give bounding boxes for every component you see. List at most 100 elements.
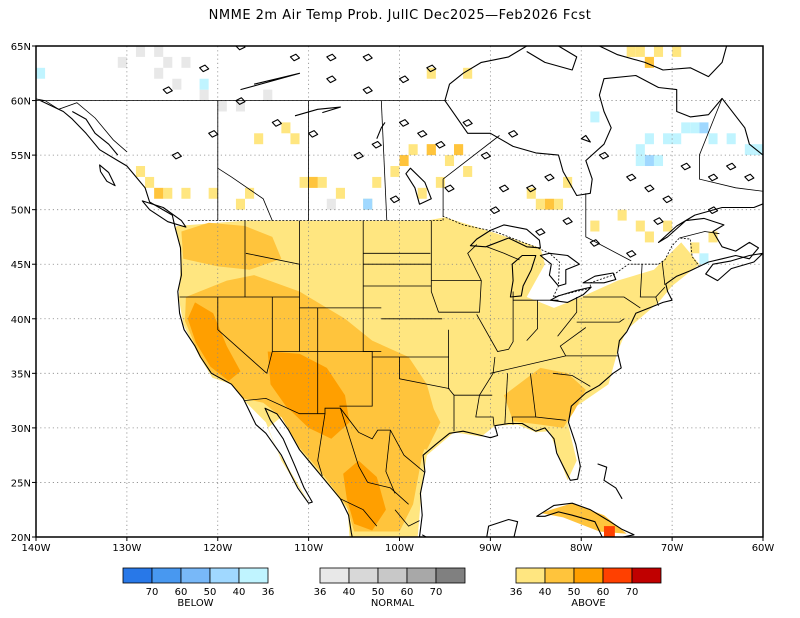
mx-state-2	[340, 408, 369, 483]
above-36-cell-15	[281, 122, 291, 134]
small-lake	[562, 217, 573, 225]
coast-pacific	[40, 100, 353, 537]
state-line-38	[486, 246, 520, 261]
above-36-cell-10	[463, 166, 473, 177]
legend-category-label: ABOVE	[571, 598, 605, 609]
small-lake	[626, 173, 637, 182]
above-36-cell-22	[635, 220, 645, 232]
above-36-cell-36	[426, 67, 436, 79]
above-40-southeast	[504, 367, 586, 428]
state-line-35	[655, 286, 666, 298]
above-36-cell-21	[617, 209, 627, 221]
small-lake	[362, 53, 373, 62]
above-36-cell-38	[563, 176, 573, 188]
normal-36-cell-3	[181, 56, 191, 68]
map-title: NMME 2m Air Temp Prob. JulIC Dec2025—Feb…	[208, 8, 592, 23]
mx-state-6	[394, 509, 420, 527]
small-lake	[644, 184, 655, 193]
border-quebec-labrador	[699, 98, 763, 192]
legend-swatch	[348, 567, 379, 584]
legend-tick-label: 60	[597, 587, 610, 598]
small-lake	[480, 151, 491, 160]
small-lake	[308, 130, 319, 138]
lat-tick-label: 30N	[11, 424, 31, 435]
below-36-cell-10	[744, 144, 754, 156]
border-us-canada	[187, 215, 700, 298]
legend-category-label: BELOW	[177, 598, 213, 609]
legend-below: 70 60 50 40 36 BELOW	[122, 567, 274, 609]
lon-tick-label: 90W	[479, 543, 502, 554]
above-36-cell-25	[690, 242, 700, 254]
coast-baffin	[599, 46, 728, 78]
state-line-30	[557, 297, 578, 337]
state-line-29	[526, 300, 538, 341]
border-sask-manitoba	[380, 100, 388, 221]
state-line-32	[583, 296, 641, 309]
state-line-2	[217, 297, 268, 374]
mx-state-5	[340, 498, 378, 527]
above-36-cell-24	[663, 220, 673, 232]
normal-36-cell-7	[199, 89, 209, 101]
legend-tick-label: 40	[539, 587, 552, 598]
lake-michigan	[509, 254, 537, 298]
lon-tick-label: 70W	[661, 543, 684, 554]
small-lake	[417, 130, 428, 138]
below-36-cell-12	[635, 155, 645, 167]
coast-yucatan	[421, 518, 519, 537]
small-lake	[426, 64, 437, 73]
lon-tick-label: 120W	[203, 543, 232, 554]
normal-36-cell-1	[154, 46, 164, 57]
small-lake	[208, 130, 219, 138]
lat-tick-label: 50N	[11, 206, 31, 217]
legend-swatch	[122, 567, 153, 584]
legend-tick-label: 40	[343, 587, 356, 598]
above-36-cell-13	[335, 187, 345, 199]
above-40-northwest	[181, 222, 282, 270]
coast-james-bay-island	[580, 134, 591, 143]
legend-category-label: NORMAL	[371, 598, 415, 609]
lat-tick-label: 55N	[11, 151, 31, 162]
state-line-17	[430, 220, 439, 313]
small-lake	[680, 162, 691, 171]
small-lake	[326, 53, 337, 62]
above-36-cell-32	[135, 166, 146, 177]
state-line-14	[399, 357, 450, 389]
normal-36-cell-10	[235, 100, 246, 112]
small-lake	[398, 75, 410, 84]
lake-winnipeg	[405, 167, 432, 205]
above-36-cell-18	[526, 187, 536, 199]
legend-swatch	[406, 567, 437, 584]
coast-jamaica	[597, 553, 616, 560]
above-36-cell-20	[553, 198, 564, 210]
state-line-6	[245, 252, 300, 270]
small-lake	[589, 239, 600, 247]
legend-swatch	[151, 567, 182, 584]
small-lake	[526, 184, 537, 193]
legend-swatch	[180, 567, 211, 584]
lon-tick-label: 140W	[22, 543, 51, 554]
above-36-cell-16	[290, 133, 300, 145]
border-ontario-quebec	[585, 193, 632, 262]
below-36-cell-4	[663, 133, 673, 145]
legend-swatch	[602, 567, 633, 584]
small-lake	[726, 162, 737, 171]
normal-36-cell-11	[326, 198, 336, 210]
lake-huron	[539, 252, 580, 287]
above-36-cell-31	[672, 46, 682, 57]
coast-vancouver-island	[141, 200, 187, 228]
above-36-cell-34	[163, 187, 173, 199]
state-line-31	[576, 318, 625, 323]
border-us-mexico	[244, 397, 426, 473]
above-36-cell-6	[408, 144, 418, 156]
coast-southampton	[526, 46, 578, 71]
coast-hudson-bay-west	[444, 46, 527, 101]
above-50-mexico	[343, 460, 386, 531]
below-40-cell-1	[644, 155, 654, 167]
small-lake	[235, 46, 246, 51]
legend-swatch	[377, 567, 408, 584]
lat-tick-label: 20N	[11, 533, 31, 544]
above-40-cell-4	[644, 56, 654, 68]
great-slave-lake	[240, 72, 301, 91]
above-36-cell-3	[372, 176, 382, 188]
